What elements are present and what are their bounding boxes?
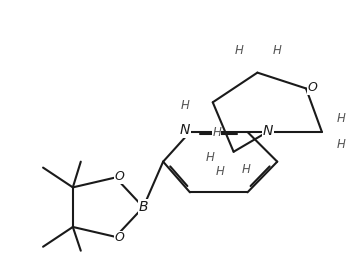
Text: H: H <box>336 138 345 151</box>
Text: H: H <box>273 44 282 57</box>
Text: O: O <box>308 81 317 94</box>
Text: N: N <box>263 124 273 138</box>
Text: O: O <box>115 231 125 244</box>
Text: O: O <box>115 170 125 183</box>
Text: H: H <box>215 165 224 178</box>
Text: B: B <box>139 200 148 214</box>
Text: H: H <box>205 151 214 164</box>
Text: H: H <box>336 112 345 125</box>
Text: H: H <box>180 99 190 112</box>
Text: N: N <box>180 123 190 137</box>
Text: H: H <box>242 163 251 176</box>
Text: H: H <box>212 126 221 139</box>
Text: H: H <box>235 44 244 57</box>
